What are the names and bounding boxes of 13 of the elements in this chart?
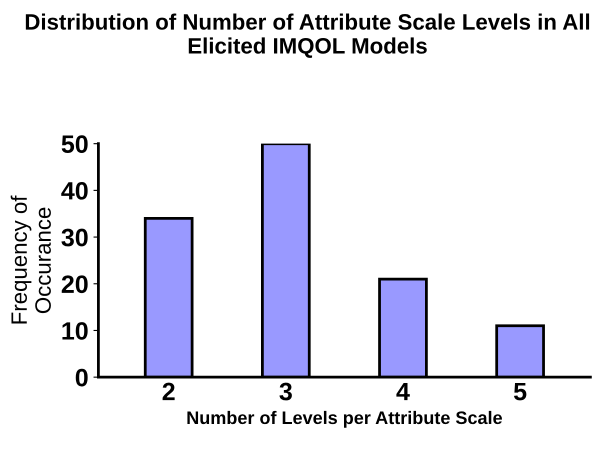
x-tick-label: 2	[162, 382, 175, 400]
y-tick-label: 50	[62, 135, 88, 153]
y-tick-label: 0	[76, 368, 88, 386]
y-tick-label: 30	[61, 228, 88, 246]
x-tick-label: 4	[396, 382, 410, 400]
chart-title: Distribution of Number of Attribute Scale Levels in All Elicited IMQOL Models	[26, 13, 590, 58]
y-tick-label: 20	[62, 275, 88, 294]
x-tick-label: 5	[514, 382, 526, 400]
x-tick-label: 3	[279, 382, 292, 400]
x-axis-title: Number of Levels per Attribute Scale	[187, 410, 502, 428]
y-axis-title: Frequency of Occurance	[10, 196, 51, 324]
y-tick-label: 40	[61, 182, 88, 200]
y-tick-label: 10	[62, 322, 88, 340]
